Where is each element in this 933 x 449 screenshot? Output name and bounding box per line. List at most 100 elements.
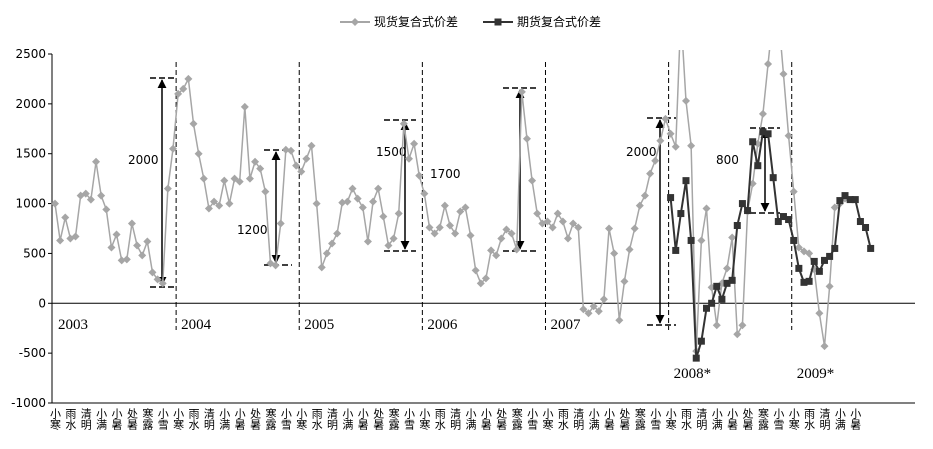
point [127, 219, 136, 228]
point [733, 222, 741, 230]
point [112, 230, 121, 239]
point [148, 268, 157, 277]
point [220, 176, 229, 185]
point [189, 119, 198, 128]
point [379, 212, 388, 221]
x-tick-label: 小寒 [664, 408, 677, 431]
x-tick-label: 寒露 [264, 407, 277, 430]
point [440, 201, 449, 210]
point [184, 74, 193, 83]
point [163, 184, 172, 193]
x-tick-label: 小暑 [849, 408, 862, 430]
point [708, 299, 716, 307]
x-tick-label: 雨水 [433, 408, 446, 430]
point [718, 295, 726, 303]
x-tick-label: 处暑 [618, 408, 631, 430]
point [764, 130, 772, 138]
x-tick-label: 清明 [818, 408, 831, 431]
x-tick-label: 寒露 [633, 407, 646, 430]
point [728, 233, 737, 242]
x-tick-label: 清明 [695, 408, 708, 431]
point [420, 189, 429, 198]
point [723, 264, 732, 273]
point [687, 236, 695, 244]
point [584, 309, 593, 318]
point [251, 157, 260, 166]
point [569, 219, 578, 228]
point [738, 321, 747, 330]
point [97, 191, 106, 200]
y-tick-label: 1000 [15, 197, 46, 211]
point [671, 142, 680, 151]
point [107, 243, 116, 252]
point [692, 354, 700, 362]
x-tick-label: 雨水 [556, 408, 569, 430]
point [810, 257, 818, 265]
x-tick-label: 小满 [710, 408, 723, 430]
point [543, 217, 552, 226]
point [769, 174, 777, 182]
point [230, 174, 239, 183]
point [666, 129, 675, 138]
point [430, 229, 439, 238]
point [512, 245, 521, 254]
point [841, 192, 849, 200]
y-tick-label: 2500 [15, 47, 46, 61]
series-line [669, 130, 872, 359]
spread-label: 800 [716, 153, 739, 167]
point [276, 219, 285, 228]
point [256, 164, 265, 173]
point [677, 10, 685, 18]
x-tick-label: 小雪 [649, 408, 662, 431]
point [630, 224, 639, 233]
y-tick-label: -1000 [11, 396, 46, 410]
point [425, 223, 434, 232]
x-tick-label: 寒露 [141, 407, 154, 430]
spread-label: 1200 [237, 223, 268, 237]
point [702, 204, 711, 213]
point [589, 302, 598, 311]
point [825, 282, 834, 291]
x-tick-label: 处暑 [372, 408, 385, 430]
x-tick-label: 小满 [218, 408, 231, 430]
spread-label: 1500 [376, 145, 407, 159]
point [620, 277, 629, 286]
point [71, 232, 80, 241]
point [353, 194, 362, 203]
year-label: 2008* [674, 366, 712, 382]
x-tick-label: 小寒 [172, 408, 185, 431]
point [728, 276, 736, 284]
point [317, 263, 326, 272]
x-tick-label: 小满 [95, 408, 108, 430]
point [235, 177, 244, 186]
point [374, 184, 383, 193]
x-tick-label: 小暑 [603, 408, 616, 430]
point [410, 139, 419, 148]
point [851, 196, 859, 204]
x-tick-label: 雨水 [187, 408, 200, 430]
point [682, 177, 690, 185]
point [476, 279, 485, 288]
point [271, 261, 280, 270]
point [661, 114, 670, 123]
x-tick-label: 小寒 [295, 408, 308, 431]
x-tick-label: 小寒 [787, 408, 800, 431]
point [507, 229, 516, 238]
point [369, 197, 378, 206]
point [225, 199, 234, 208]
point [615, 316, 624, 325]
point [656, 136, 665, 145]
point [487, 246, 496, 255]
point [723, 279, 731, 287]
point [651, 156, 660, 165]
point [81, 189, 90, 198]
point [517, 87, 526, 96]
point [764, 59, 773, 68]
point [831, 244, 839, 252]
point [481, 274, 490, 283]
point [158, 279, 167, 288]
point [446, 221, 455, 230]
y-tick-label: 500 [23, 246, 46, 260]
point [687, 141, 696, 150]
